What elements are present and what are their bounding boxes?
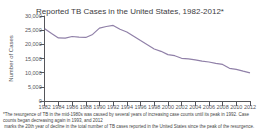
- svg-text:2004: 2004: [189, 104, 201, 110]
- svg-text:2008: 2008: [217, 104, 229, 110]
- svg-text:2006: 2006: [203, 104, 215, 110]
- svg-text:*The resurgence of TB in the m: *The resurgence of TB in the mid-1980s w…: [3, 112, 250, 117]
- svg-text:1994: 1994: [121, 104, 133, 110]
- svg-text:15,000: 15,000: [25, 56, 42, 62]
- svg-text:1986: 1986: [66, 104, 78, 110]
- svg-text:1984: 1984: [52, 104, 64, 110]
- svg-text:5,000: 5,000: [28, 84, 42, 90]
- svg-text:2012: 2012: [244, 104, 256, 110]
- svg-text:counts began decreasing again: counts began decreasing again in 1993, a…: [3, 118, 103, 123]
- svg-text:20,000: 20,000: [25, 41, 42, 47]
- svg-text:1988: 1988: [80, 104, 92, 110]
- svg-text:0: 0: [38, 98, 42, 104]
- svg-text:25,000: 25,000: [25, 27, 42, 33]
- svg-text:1998: 1998: [148, 104, 160, 110]
- svg-text:Number of Cases: Number of Cases: [8, 35, 14, 82]
- svg-text:Reported TB Cases in the Unite: Reported TB Cases in the United States, …: [36, 7, 224, 16]
- svg-text:1996: 1996: [134, 104, 146, 110]
- svg-text:10,000: 10,000: [25, 70, 42, 76]
- svg-text:2002: 2002: [175, 104, 187, 110]
- svg-text:2010: 2010: [230, 104, 242, 110]
- svg-text:1990: 1990: [93, 104, 105, 110]
- svg-text:2000: 2000: [162, 104, 174, 110]
- svg-text:1992: 1992: [107, 104, 119, 110]
- svg-text:marks the 20th year of decline: marks the 20th year of decline in the to…: [3, 124, 254, 129]
- svg-text:30,000: 30,000: [24, 13, 42, 19]
- svg-text:1982: 1982: [39, 104, 51, 110]
